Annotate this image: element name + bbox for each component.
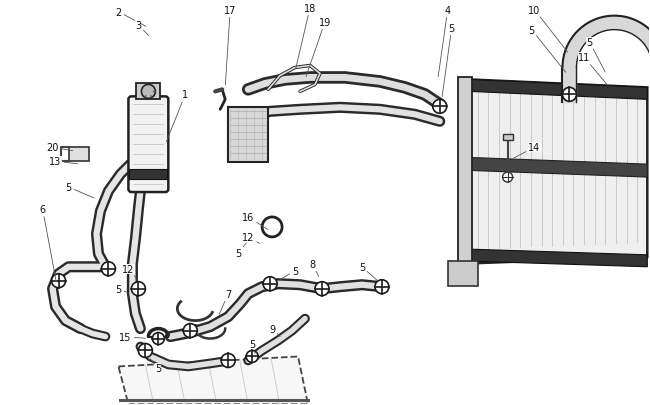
Text: 19: 19 bbox=[306, 17, 331, 78]
Text: 13: 13 bbox=[49, 157, 78, 167]
Text: 5: 5 bbox=[442, 23, 455, 97]
Circle shape bbox=[183, 324, 197, 338]
Circle shape bbox=[433, 100, 447, 114]
Text: 5: 5 bbox=[66, 183, 94, 198]
Bar bbox=[458, 78, 472, 269]
Polygon shape bbox=[460, 249, 647, 267]
Circle shape bbox=[375, 280, 389, 294]
Polygon shape bbox=[470, 80, 647, 100]
Text: 18: 18 bbox=[296, 4, 316, 70]
Circle shape bbox=[138, 344, 152, 358]
Text: 1: 1 bbox=[166, 90, 188, 142]
Text: 4: 4 bbox=[438, 6, 451, 77]
Circle shape bbox=[152, 333, 164, 345]
Circle shape bbox=[502, 173, 513, 183]
Text: 6: 6 bbox=[40, 205, 56, 281]
Text: 16: 16 bbox=[242, 213, 268, 230]
Circle shape bbox=[131, 282, 146, 296]
Circle shape bbox=[142, 85, 155, 99]
Polygon shape bbox=[118, 356, 308, 404]
Circle shape bbox=[101, 262, 116, 276]
Text: 2: 2 bbox=[115, 8, 146, 27]
Text: 5: 5 bbox=[150, 359, 161, 373]
Circle shape bbox=[246, 351, 258, 362]
Text: 12: 12 bbox=[242, 232, 260, 244]
Text: 3: 3 bbox=[135, 21, 148, 36]
Text: 8: 8 bbox=[309, 259, 318, 277]
Circle shape bbox=[221, 354, 235, 367]
Text: 20: 20 bbox=[46, 143, 73, 153]
Text: 5: 5 bbox=[586, 37, 605, 73]
Text: 5: 5 bbox=[115, 284, 128, 294]
Circle shape bbox=[562, 88, 577, 102]
Text: 14: 14 bbox=[514, 143, 541, 158]
Circle shape bbox=[263, 277, 277, 291]
Text: 5: 5 bbox=[281, 266, 298, 279]
Text: 5: 5 bbox=[528, 26, 566, 73]
Bar bbox=[448, 261, 478, 286]
Text: 11: 11 bbox=[578, 53, 608, 86]
Bar bbox=[136, 84, 161, 100]
Text: 10: 10 bbox=[528, 6, 567, 53]
FancyBboxPatch shape bbox=[129, 97, 168, 192]
Text: 7: 7 bbox=[219, 289, 231, 314]
Polygon shape bbox=[462, 158, 647, 178]
Text: 9: 9 bbox=[269, 324, 280, 337]
Bar bbox=[68, 148, 88, 162]
Polygon shape bbox=[562, 68, 577, 103]
Polygon shape bbox=[562, 17, 650, 68]
Text: 5: 5 bbox=[359, 262, 378, 281]
Text: 17: 17 bbox=[224, 6, 237, 85]
Text: 5: 5 bbox=[249, 339, 255, 354]
Bar bbox=[129, 170, 167, 180]
Text: 12: 12 bbox=[122, 264, 136, 279]
Text: 15: 15 bbox=[119, 332, 146, 342]
Text: 5: 5 bbox=[235, 243, 246, 258]
Circle shape bbox=[315, 282, 329, 296]
Circle shape bbox=[51, 274, 66, 288]
Bar bbox=[502, 135, 513, 141]
Polygon shape bbox=[460, 80, 647, 264]
Bar bbox=[228, 108, 268, 163]
